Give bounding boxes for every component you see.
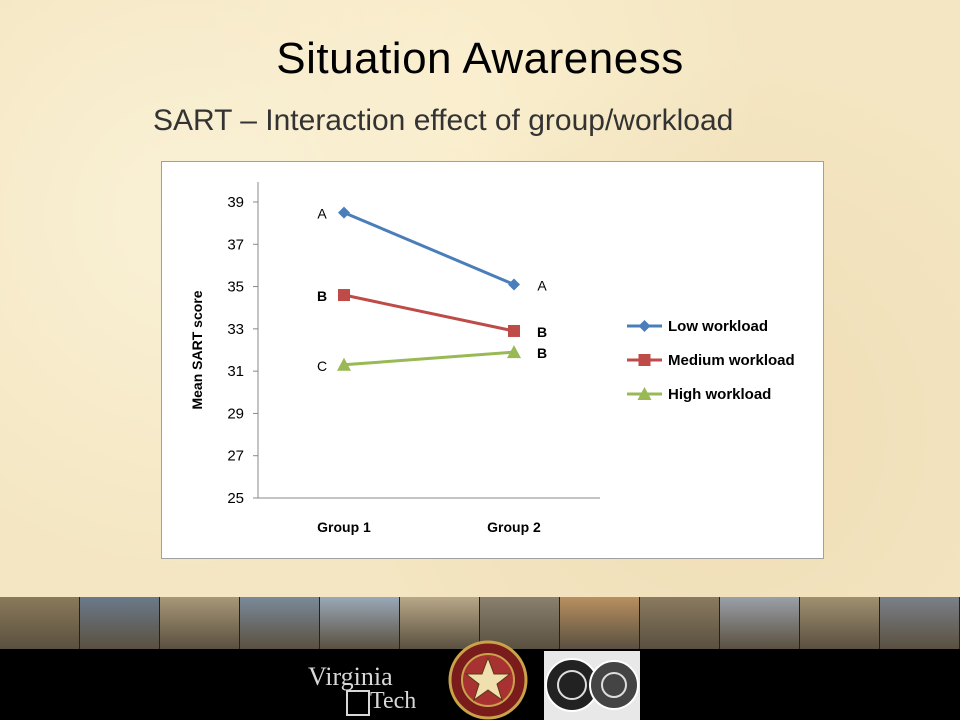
photo-tile: [640, 597, 720, 649]
photo-tile: [720, 597, 800, 649]
legend-marker: [638, 320, 651, 332]
photo-tile: [480, 597, 560, 649]
photo-tile: [160, 597, 240, 649]
significance-label: C: [317, 358, 327, 374]
crest-seal-icon: [544, 651, 640, 720]
y-tick-label: 33: [227, 321, 244, 338]
logo-text-virginia: Virginia: [308, 662, 393, 691]
army-seal-icon: [448, 640, 528, 720]
photo-tile: [240, 597, 320, 649]
virginia-tech-logo: Virginia Tech: [300, 660, 425, 716]
data-point: [338, 206, 350, 219]
data-point: [508, 324, 520, 337]
significance-label: B: [317, 288, 327, 304]
photo-tile: [400, 597, 480, 649]
significance-label: A: [537, 277, 547, 293]
y-tick-label: 37: [227, 236, 244, 253]
data-point: [508, 278, 520, 291]
y-tick-label: 25: [227, 490, 244, 507]
data-point: [337, 357, 351, 371]
series-line: [343, 211, 515, 286]
line-chart: 25 27 29 31 33 35 37 39 Group 1 Group 2 Mean SART …: [189, 182, 795, 535]
series-line: [343, 293, 515, 333]
legend-label: Low workload: [668, 318, 768, 335]
legend-label: High workload: [668, 386, 771, 403]
x-tick-label: Group 1: [317, 519, 371, 535]
y-tick-label: 39: [227, 194, 244, 211]
photo-tile: [560, 597, 640, 649]
photo-tile: [800, 597, 880, 649]
photo-tile: [0, 597, 80, 649]
significance-label: A: [317, 206, 327, 222]
legend-label: Medium workload: [668, 352, 795, 369]
y-tick-label: 31: [227, 363, 244, 380]
x-tick-label: Group 2: [487, 519, 541, 535]
data-point: [338, 289, 350, 302]
photo-tile: [880, 597, 960, 649]
slide-subtitle: SART – Interaction effect of group/workl…: [153, 104, 734, 137]
logo-text-tech: Tech: [370, 688, 417, 714]
slide-title: Situation Awareness: [276, 34, 684, 83]
legend-marker: [637, 387, 652, 400]
significance-label: B: [537, 345, 547, 361]
data-point: [507, 345, 521, 359]
significance-label: B: [537, 324, 547, 340]
chart-container: 25 27 29 31 33 35 37 39 Group 1 Group 2 Mean SART …: [161, 161, 824, 559]
legend-marker: [638, 354, 651, 366]
y-tick-label: 35: [227, 279, 244, 296]
photo-strip: [0, 597, 960, 649]
y-tick-label: 29: [227, 405, 244, 422]
logo-mark-icon: [346, 690, 370, 716]
y-tick-label: 27: [227, 448, 244, 465]
photo-tile: [320, 597, 400, 649]
photo-tile: [80, 597, 160, 649]
y-axis-label: Mean SART score: [189, 290, 205, 409]
series-line: [343, 350, 515, 367]
